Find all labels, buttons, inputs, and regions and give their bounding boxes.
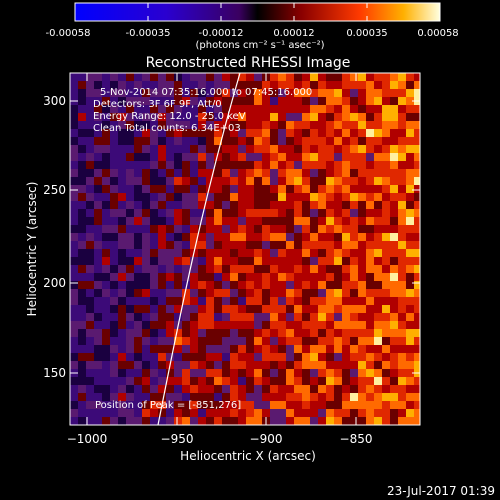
y-tick-label: 150 <box>43 366 66 380</box>
colorbar-tick-label: -0.00058 <box>46 28 91 39</box>
y-tick-label: 200 <box>43 276 66 290</box>
colorbar-tick-label: 0.00058 <box>417 28 458 39</box>
y-tick-label: 250 <box>43 183 66 197</box>
x-tick-label: −850 <box>340 432 373 446</box>
solar-limb-line <box>157 73 241 425</box>
info-detectors: Detectors: 3F 6F 9F, Att/0 <box>93 99 222 110</box>
colorbar-tick-label: 0.00012 <box>273 28 314 39</box>
x-tick-label: −900 <box>250 432 283 446</box>
colorbar-tick-label: -0.00035 <box>126 28 171 39</box>
footer-timestamp: 23-Jul-2017 01:39 <box>387 484 495 498</box>
info-clean-counts: Clean Total counts: 6.34E+03 <box>93 123 241 134</box>
x-tick-label: −1000 <box>67 432 108 446</box>
peak-position: Position of Peak = [-851,276] <box>95 400 241 411</box>
x-axis-label: Heliocentric X (arcsec) <box>180 449 316 463</box>
y-axis-label: Heliocentric Y (arcsec) <box>25 182 39 317</box>
colorbar-units: (photons cm⁻² s⁻¹ asec⁻²) <box>195 40 324 51</box>
x-tick-label: −950 <box>161 432 194 446</box>
colorbar-tick-label: -0.00012 <box>199 28 244 39</box>
plot-frame <box>69 72 421 426</box>
colorbar <box>74 2 441 22</box>
colorbar-tick-label: 0.00035 <box>346 28 387 39</box>
colorbar-ticks <box>74 3 441 21</box>
heatmap-image <box>70 73 420 425</box>
info-energy-range: Energy Range: 12.0 - 25.0 keV <box>93 111 246 122</box>
y-tick-label: 300 <box>43 94 66 108</box>
axis-ticks <box>70 73 420 425</box>
info-time-range: 5-Nov-2014 07:35:16.000 to 07:45:16.000 <box>100 87 312 98</box>
plot-title: Reconstructed RHESSI Image <box>146 55 351 71</box>
